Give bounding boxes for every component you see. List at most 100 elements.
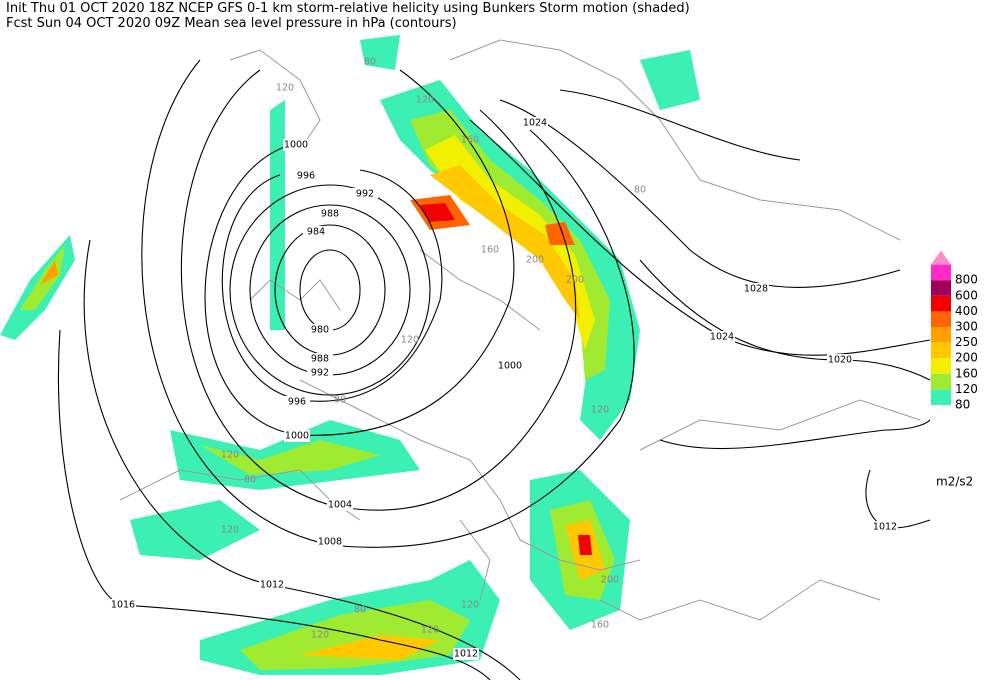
- contour-label-bg: [743, 283, 769, 295]
- contour-label-bg: [317, 536, 343, 548]
- contour-label: 1020: [828, 355, 852, 366]
- shading-label: 120: [416, 95, 434, 106]
- contour-label-bg: [307, 324, 333, 336]
- contour-label: 992: [311, 368, 329, 379]
- shade-200: [300, 635, 440, 660]
- contour-label: 1000: [498, 361, 522, 372]
- contour-label-bg: [293, 170, 319, 182]
- shading-label: 80: [634, 185, 646, 196]
- shading-label: 120: [311, 630, 329, 641]
- shading-label: 120: [276, 83, 294, 94]
- isobar: [180, 69, 577, 511]
- contour-label-bg: [497, 360, 523, 372]
- contour-label-bg: [110, 599, 136, 611]
- contour-label-bg: [307, 353, 333, 365]
- shade-120: [20, 245, 65, 310]
- shading-label: 80: [244, 475, 256, 486]
- shade-80: [360, 35, 400, 70]
- legend-level: 160: [955, 366, 978, 380]
- shade-400: [578, 535, 592, 555]
- shading-label: 120: [421, 625, 439, 636]
- isobar: [57, 329, 491, 680]
- contour-label: 1008: [318, 537, 342, 548]
- legend-level: 80: [955, 398, 970, 412]
- shading-label: 200: [601, 575, 619, 586]
- contour-label-bg: [827, 354, 853, 366]
- isobar: [229, 184, 431, 396]
- legend-arrow: [931, 250, 951, 265]
- legend-swatch: [931, 311, 951, 327]
- shading-label: 200: [566, 275, 584, 286]
- shading-label: 120: [221, 450, 239, 461]
- contour-label: 1000: [284, 140, 308, 151]
- contour-label: 996: [288, 397, 306, 408]
- shading-label: 120: [461, 600, 479, 611]
- legend-level: 120: [955, 382, 978, 396]
- shading-label: 160: [591, 620, 609, 631]
- shade-300: [545, 222, 575, 245]
- contour-label: 996: [297, 171, 315, 182]
- contour-label-bg: [283, 139, 309, 151]
- contour-label: 1012: [454, 649, 478, 660]
- shading-label: 200: [526, 255, 544, 266]
- contour-label: 984: [307, 227, 325, 238]
- shade-120: [200, 440, 380, 475]
- contour-label: 980: [311, 325, 329, 336]
- header-line1: Init Thu 01 OCT 2020 18Z NCEP GFS 0-1 km…: [6, 1, 690, 16]
- legend-swatch: [931, 389, 951, 405]
- legend-unit: m2/s2: [936, 475, 973, 489]
- contour-label-bg: [327, 499, 353, 511]
- contour-label: 1024: [523, 118, 547, 129]
- shading-label: 160: [461, 135, 479, 146]
- shade-80: [640, 50, 700, 110]
- legend-level: 600: [955, 288, 978, 302]
- contour-label: 1000: [285, 431, 309, 442]
- contour-label-bg: [872, 521, 898, 533]
- shading-label: 120: [221, 525, 239, 536]
- isobar: [559, 89, 801, 161]
- contour-label-bg: [284, 396, 310, 408]
- shading-label: 80: [364, 57, 376, 68]
- contour-label-bg: [259, 579, 285, 591]
- shading-label: 120: [401, 335, 419, 346]
- contour-label-bg: [453, 648, 479, 660]
- contour-label-bg: [709, 331, 735, 343]
- legend-level: 800: [955, 273, 978, 287]
- contour-label-bg: [303, 226, 329, 238]
- header-line2: Fcst Sun 04 OCT 2020 09Z Mean sea level …: [6, 16, 457, 31]
- shading-label: 120: [591, 405, 609, 416]
- legend-level: 250: [955, 335, 978, 349]
- contour-label: 988: [311, 354, 329, 365]
- shading: [0, 35, 700, 675]
- legend-swatch: [931, 373, 951, 390]
- contour-label: 988: [321, 209, 339, 220]
- contour-label: 1024: [710, 332, 734, 343]
- legend-swatch: [931, 358, 951, 374]
- shade-200: [430, 165, 580, 320]
- contour-label-bg: [307, 367, 333, 379]
- contour-label: 1012: [260, 580, 284, 591]
- legend-swatch: [931, 280, 951, 296]
- isobar: [221, 169, 443, 402]
- isobar: [141, 59, 635, 548]
- isobar: [639, 259, 931, 381]
- shade-80: [130, 500, 260, 560]
- isobar: [204, 69, 515, 436]
- isobar: [865, 469, 931, 529]
- contour-label-bg: [352, 188, 378, 200]
- legend-swatch: [931, 342, 951, 359]
- contour-label: 1028: [744, 284, 768, 295]
- legend-swatch: [931, 295, 951, 312]
- legend-swatch: [931, 327, 951, 343]
- contour-label: 1012: [873, 522, 897, 533]
- shade-250: [40, 260, 58, 285]
- isobar: [469, 119, 931, 356]
- isobar: [659, 419, 931, 450]
- legend-swatch: [931, 264, 951, 281]
- shade-400: [420, 203, 455, 222]
- shading-label: 80: [334, 395, 346, 406]
- contour-label-bg: [284, 430, 310, 442]
- legend-level: 200: [955, 351, 978, 365]
